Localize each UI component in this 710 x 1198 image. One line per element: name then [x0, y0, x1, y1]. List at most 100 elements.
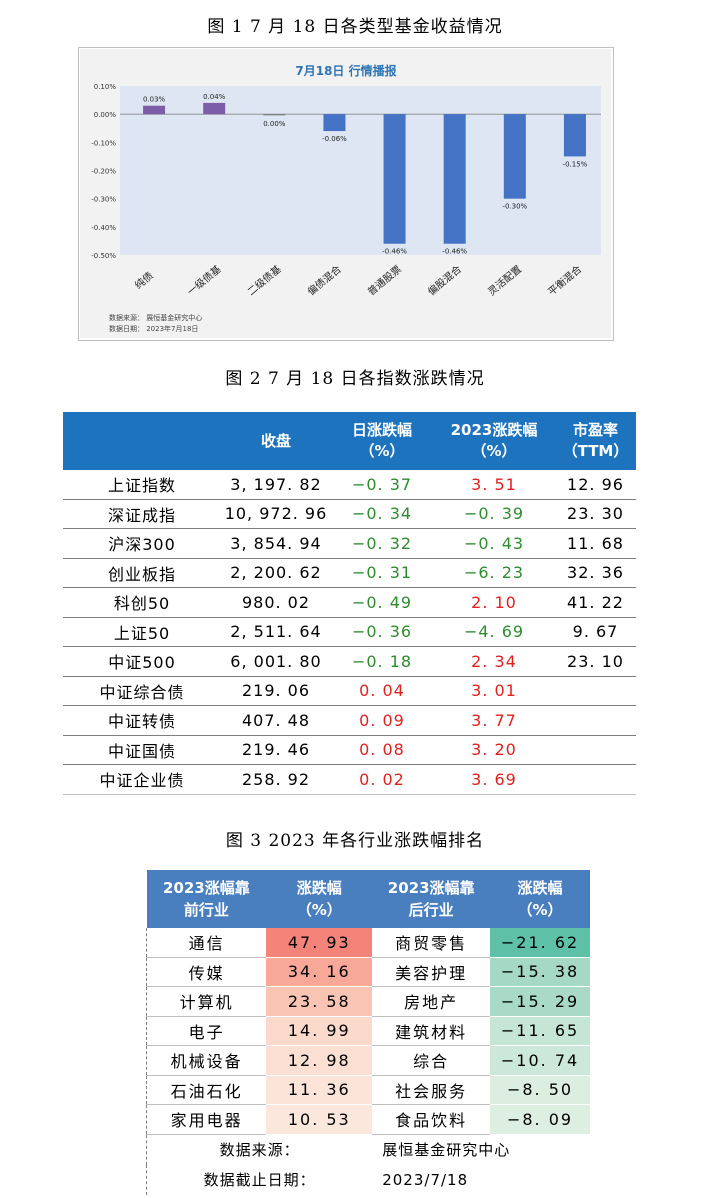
- table-row: 石油石化 11. 36 社会服务 −8. 50: [146, 1075, 590, 1105]
- index-pe: 9. 67: [555, 617, 636, 647]
- bar-value-label: 0.03%: [143, 96, 166, 104]
- y-tick-label: -0.20%: [91, 168, 116, 176]
- source-row: 数据来源： 展恒基金研究中心: [146, 1134, 591, 1165]
- bar-value-label: 0.04%: [203, 93, 226, 101]
- bar-6: [503, 114, 526, 199]
- header-close: 收盘: [221, 412, 331, 470]
- bar-2: [263, 114, 286, 116]
- index-day-change: 0. 08: [331, 735, 433, 765]
- index-day-change: −0. 31: [331, 558, 433, 588]
- index-day-change: −0. 34: [331, 499, 433, 529]
- top-industry-name: 计算机: [146, 986, 267, 1017]
- index-name: 创业板指: [63, 558, 221, 588]
- header-bottom-change: 涨跌幅 （%）: [490, 870, 590, 928]
- table-row: 中证转债 407. 48 0. 09 3. 77: [63, 705, 636, 736]
- index-name: 上证50: [63, 617, 221, 647]
- index-pe: [555, 735, 636, 765]
- figure3-caption: 图 3 2023 年各行业涨跌幅排名: [225, 831, 485, 851]
- index-ytd-change: −4. 69: [433, 617, 555, 647]
- top-industry-name: 家用电器: [146, 1104, 267, 1135]
- index-day-change: −0. 32: [331, 528, 433, 559]
- table-row: 沪深300 3, 854. 94 −0. 32 −0. 43 11. 68: [63, 528, 636, 559]
- y-tick-label: -0.50%: [91, 252, 116, 260]
- bottom-industry-change: −15. 38: [490, 957, 590, 987]
- bottom-industry-change: −21. 62: [490, 928, 590, 958]
- index-close: 219. 46: [221, 735, 331, 765]
- index-name: 深证成指: [63, 499, 221, 529]
- index-name: 中证转债: [63, 705, 221, 736]
- chart-source-line: 数据来源： 展恒基金研究中心: [109, 313, 202, 322]
- index-pe: 12. 96: [555, 470, 636, 500]
- index-close: 10, 972. 96: [221, 499, 331, 529]
- index-close: 3, 854. 94: [221, 528, 331, 559]
- top-industry-name: 传媒: [146, 957, 267, 987]
- table-row: 计算机 23. 58 房地产 −15. 29: [146, 986, 590, 1017]
- bar-value-label: -0.30%: [502, 203, 527, 211]
- index-name: 中证500: [63, 646, 221, 677]
- source-label: 数据来源：: [146, 1134, 373, 1165]
- index-close: 2, 200. 62: [221, 558, 331, 588]
- table-row: 创业板指 2, 200. 62 −0. 31 −6. 23 32. 36: [63, 558, 636, 588]
- index-pe: 23. 10: [555, 646, 636, 677]
- index-ytd-change: −0. 39: [433, 499, 555, 529]
- index-name: 沪深300: [63, 528, 221, 559]
- bottom-industry-name: 社会服务: [372, 1075, 491, 1105]
- fund-returns-chart: 7月18日 行情播报 0.10% 0.00% -0.10% -0.20% -0.30% -0…: [78, 47, 614, 341]
- header-bottom-industry: 2023涨幅靠 后行业: [372, 870, 491, 928]
- y-tick-label: 0.00%: [94, 111, 117, 119]
- bar-1: [203, 102, 226, 115]
- top-industry-change: 11. 36: [266, 1075, 373, 1105]
- index-performance-table: 收盘 日涨跌幅 （%） 2023涨跌幅 （%） 市盈率 （TTM） 上证指数 3,…: [63, 412, 636, 795]
- index-day-change: 0. 02: [331, 764, 433, 795]
- index-ytd-change: 3. 77: [433, 705, 555, 736]
- table-row: 深证成指 10, 972. 96 −0. 34 −0. 39 23. 30: [63, 499, 636, 529]
- index-ytd-change: 3. 51: [433, 470, 555, 500]
- top-industry-change: 10. 53: [266, 1104, 373, 1135]
- chart-title: 7月18日 行情播报: [295, 63, 396, 78]
- bottom-industry-change: −11. 65: [490, 1016, 590, 1046]
- bar-value-label: -0.46%: [382, 248, 407, 256]
- index-ytd-change: 3. 01: [433, 676, 555, 706]
- figure2-caption: 图 2 7 月 18 日各指数涨跌情况: [225, 369, 485, 389]
- bottom-industry-change: −8. 09: [490, 1104, 590, 1135]
- bottom-industry-name: 食品饮料: [372, 1104, 491, 1135]
- index-pe: [555, 764, 636, 795]
- index-day-change: −0. 49: [331, 587, 433, 618]
- bottom-industry-change: −10. 74: [490, 1045, 590, 1076]
- bar-value-label: 0.00%: [263, 120, 286, 128]
- top-industry-change: 12. 98: [266, 1045, 373, 1076]
- top-industry-change: 23. 58: [266, 986, 373, 1017]
- table-row: 科创50 980. 02 −0. 49 2. 10 41. 22: [63, 587, 636, 618]
- bottom-industry-name: 建筑材料: [372, 1016, 491, 1046]
- bar-3: [323, 114, 346, 132]
- index-pe: 32. 36: [555, 558, 636, 588]
- y-tick-label: -0.30%: [91, 196, 116, 204]
- bar-7: [563, 114, 586, 157]
- table-row: 上证指数 3, 197. 82 −0. 37 3. 51 12. 96: [63, 470, 636, 500]
- industry-ranking-table: 2023涨幅靠 前行业 涨跌幅 （%） 2023涨幅靠 后行业 涨跌幅 （%） …: [146, 870, 590, 1195]
- header-day-change: 日涨跌幅 （%）: [331, 412, 433, 470]
- top-industry-change: 47. 93: [266, 928, 373, 958]
- index-day-change: 0. 04: [331, 676, 433, 706]
- index-day-change: 0. 09: [331, 705, 433, 736]
- table-row: 电子 14. 99 建筑材料 −11. 65: [146, 1016, 590, 1046]
- table-header-row: 收盘 日涨跌幅 （%） 2023涨跌幅 （%） 市盈率 （TTM）: [63, 412, 636, 470]
- index-name: 中证企业债: [63, 764, 221, 795]
- table-row: 机械设备 12. 98 综合 −10. 74: [146, 1045, 590, 1076]
- index-pe: 11. 68: [555, 528, 636, 559]
- index-close: 407. 48: [221, 705, 331, 736]
- y-tick-label: -0.40%: [91, 224, 116, 232]
- top-industry-change: 34. 16: [266, 957, 373, 987]
- index-day-change: −0. 36: [331, 617, 433, 647]
- header-name: [63, 412, 221, 470]
- y-tick-label: 0.10%: [94, 83, 117, 91]
- bottom-industry-name: 美容护理: [372, 957, 491, 987]
- table-row: 中证500 6, 001. 80 −0. 18 2. 34 23. 10: [63, 646, 636, 677]
- header-top-change: 涨跌幅 （%）: [266, 870, 373, 928]
- index-pe: 23. 30: [555, 499, 636, 529]
- top-industry-name: 电子: [146, 1016, 267, 1046]
- bar-value-label: -0.46%: [442, 248, 467, 256]
- header-top-industry: 2023涨幅靠 前行业: [146, 870, 267, 928]
- bar-0: [143, 105, 166, 115]
- index-close: 6, 001. 80: [221, 646, 331, 677]
